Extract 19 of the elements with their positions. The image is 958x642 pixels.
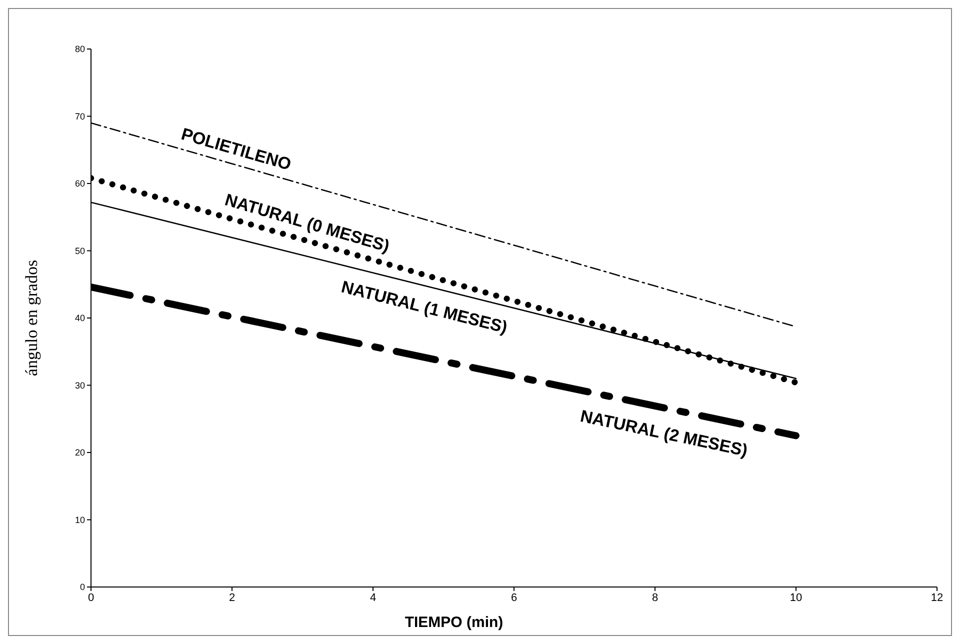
y-tick-label: 20 xyxy=(74,448,85,458)
x-tick-label: 6 xyxy=(510,592,518,604)
y-tick-label: 10 xyxy=(74,514,85,525)
x-tick-label: 8 xyxy=(652,592,658,604)
y-tick-label: 60 xyxy=(74,178,85,189)
y-tick-label: 40 xyxy=(74,313,85,324)
x-tick-label: 10 xyxy=(790,592,802,604)
y-tick-label: 30 xyxy=(74,380,85,390)
text: NATURAL (2 MESES) xyxy=(578,406,750,460)
y-axis-title: ángulo en grados xyxy=(22,260,42,376)
y-tick-label: 0 xyxy=(80,582,85,592)
x-tick-label: 0 xyxy=(88,592,94,604)
x-axis-title: TIEMPO (min) xyxy=(404,614,504,631)
x-tick-label: 12 xyxy=(930,592,944,604)
x-tick-label: 4 xyxy=(370,592,376,604)
y-tick-label: 50 xyxy=(74,246,85,256)
y-tick-label: 70 xyxy=(74,111,85,122)
x-tick-label: 2 xyxy=(228,592,236,604)
y-tick-label: 80 xyxy=(74,44,85,54)
